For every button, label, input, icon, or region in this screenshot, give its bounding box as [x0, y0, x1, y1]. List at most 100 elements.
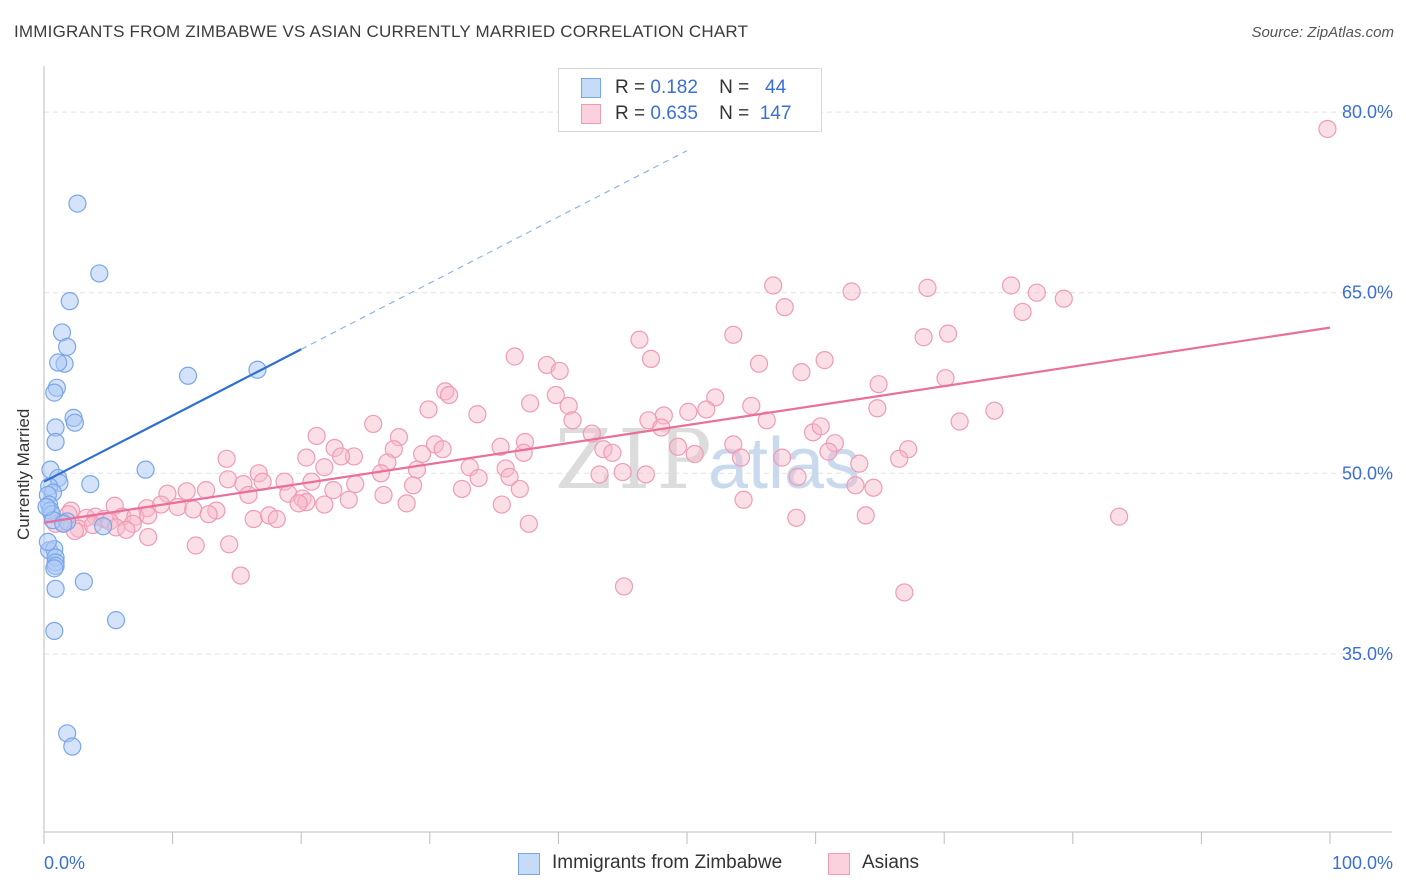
- asians-point: [239, 485, 258, 505]
- asians-point: [1001, 276, 1021, 295]
- asians-point: [452, 479, 472, 499]
- asians-point: [521, 394, 540, 413]
- asians-point: [297, 448, 316, 467]
- asians-point: [339, 490, 358, 509]
- asians-point: [1054, 289, 1073, 308]
- n-value-asians: 147: [759, 103, 792, 124]
- asians-point: [742, 396, 761, 415]
- asians-point: [546, 385, 565, 405]
- asians-point: [1013, 302, 1032, 322]
- asians-point: [918, 278, 937, 297]
- asians-point: [1027, 283, 1046, 302]
- zimbabwe-point: [178, 366, 198, 385]
- asians-point: [139, 527, 158, 547]
- zimbabwe-trend-extension: [300, 150, 688, 350]
- n-label: N =: [719, 103, 750, 124]
- zimbabwe-point: [65, 413, 84, 432]
- asians-point: [217, 449, 236, 468]
- stats-swatch-asians: [581, 104, 601, 124]
- asians-point: [792, 363, 811, 382]
- asians-point: [492, 495, 511, 514]
- zimbabwe-point: [46, 432, 65, 452]
- asians-point: [559, 396, 578, 415]
- asians-point: [186, 536, 205, 555]
- series-legend: Immigrants from Zimbabwe Asians: [0, 850, 1406, 878]
- asians-point: [407, 460, 427, 479]
- n-value-zimbabwe: 44: [765, 77, 787, 98]
- legend-label-zimbabwe: Immigrants from Zimbabwe: [552, 852, 783, 873]
- zimbabwe-point: [58, 337, 77, 356]
- asians-point: [864, 478, 883, 497]
- asians-point: [519, 514, 538, 533]
- asians-point: [815, 351, 834, 370]
- asians-point: [775, 298, 794, 317]
- y-tick-label: 50.0%: [1342, 463, 1393, 483]
- zimbabwe-point: [46, 579, 65, 598]
- asians-point: [890, 449, 909, 468]
- asians-point: [510, 479, 529, 499]
- asians-trend-line: [43, 326, 1331, 524]
- asians-point: [869, 375, 888, 394]
- asians-point: [289, 494, 308, 513]
- asians-point: [505, 347, 524, 366]
- asians-point: [749, 354, 769, 373]
- r-label: R =: [615, 77, 646, 98]
- asians-point: [315, 458, 334, 477]
- asians-point: [764, 276, 783, 295]
- asians-point: [614, 577, 634, 596]
- asians-point: [636, 465, 655, 484]
- chart-title: IMMIGRANTS FROM ZIMBABWE VS ASIAN CURREN…: [14, 22, 749, 41]
- y-tick-label: 35.0%: [1342, 644, 1393, 664]
- zimbabwe-point: [106, 611, 126, 630]
- asians-point: [344, 447, 364, 466]
- asians-point: [811, 417, 830, 436]
- asians-point: [199, 505, 218, 524]
- asians-point: [117, 520, 136, 539]
- asians-point: [563, 411, 582, 430]
- asians-point: [158, 484, 177, 503]
- asians-point: [231, 566, 250, 585]
- r-label: R =: [615, 103, 646, 124]
- zimbabwe-trend-line: [43, 348, 302, 483]
- asians-point: [734, 490, 753, 509]
- asians-point: [297, 493, 316, 512]
- zimbabwe-point: [90, 264, 109, 283]
- asians-point: [685, 444, 704, 464]
- asians-point: [788, 467, 807, 486]
- asians-point: [950, 412, 969, 431]
- zimbabwe-point: [63, 737, 82, 756]
- r-value-asians: 0.635: [650, 103, 698, 124]
- asians-point: [706, 388, 725, 407]
- zimbabwe-point: [38, 532, 57, 551]
- zimbabwe-point: [136, 460, 155, 479]
- asians-point: [757, 411, 776, 430]
- asians-point: [846, 476, 865, 495]
- asians-point: [244, 509, 263, 529]
- asians-point: [850, 454, 869, 473]
- asians-point: [267, 509, 286, 529]
- zimbabwe-point: [45, 621, 64, 641]
- asians-point: [641, 349, 661, 369]
- asians-point: [668, 437, 688, 456]
- legend-swatch-zimbabwe: [518, 853, 540, 875]
- asians-point: [603, 443, 622, 462]
- x-tick-label: 0.0%: [44, 853, 85, 873]
- watermark-zip: ZIP: [555, 413, 718, 508]
- asians-point: [468, 405, 487, 424]
- zimbabwe-point: [81, 475, 100, 494]
- asians-point: [364, 414, 383, 434]
- asians-point: [184, 500, 203, 519]
- asians-point: [731, 448, 751, 467]
- legend-swatch-asians: [828, 853, 850, 875]
- asians-point: [594, 440, 613, 459]
- zimbabwe-point: [45, 559, 64, 578]
- y-tick-label: 65.0%: [1342, 283, 1393, 303]
- asians-point: [218, 470, 237, 489]
- asians-point: [249, 464, 268, 483]
- asians-point: [1109, 507, 1129, 526]
- asians-point: [389, 428, 409, 447]
- zimbabwe-point: [37, 497, 56, 517]
- y-axis-label: Currently Married: [14, 408, 33, 540]
- stats-legend: R = 0.182 N = 44 R = 0.635 N = 147: [558, 68, 822, 132]
- asians-point: [724, 325, 743, 344]
